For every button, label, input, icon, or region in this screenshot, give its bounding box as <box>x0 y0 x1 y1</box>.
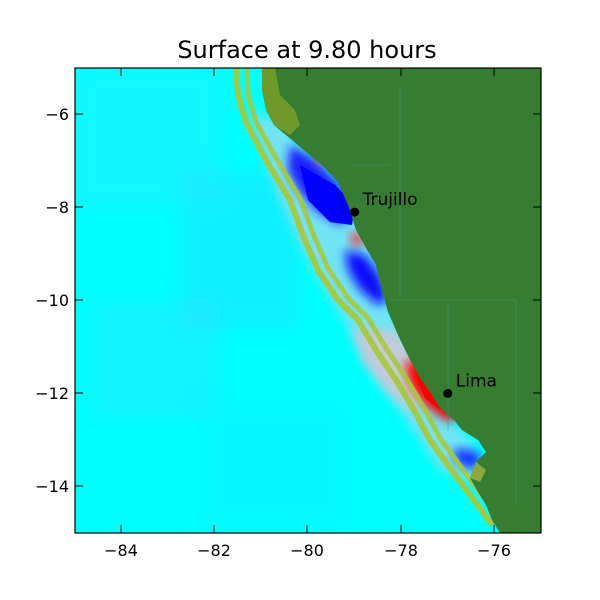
y-tick-label: −12 <box>35 384 69 403</box>
trough-central <box>345 250 388 305</box>
city-label-lima: Lima <box>456 372 497 392</box>
trough-north-core <box>300 165 355 225</box>
shelf-contour-inner <box>244 68 504 524</box>
y-tick-label: −6 <box>45 105 69 124</box>
shelf-contour-outer <box>233 68 495 527</box>
land-coastal-edge-north <box>262 68 300 135</box>
y-tick-label: −8 <box>45 198 69 217</box>
city-label-trujillo: Trujillo <box>362 190 418 210</box>
ocean-shade-s <box>200 400 350 530</box>
y-tick-label: −10 <box>35 291 69 310</box>
city-marker-trujillo <box>350 207 360 217</box>
land-peru <box>262 68 541 533</box>
x-tick-label: −78 <box>384 541 418 560</box>
x-tick-label: −84 <box>104 541 138 560</box>
plot-title: Surface at 9.80 hours <box>177 36 436 64</box>
ocean-shade-sw <box>90 300 220 420</box>
y-tick-label: −14 <box>35 477 69 496</box>
city-marker-lima <box>443 389 453 398</box>
x-ticks <box>120 68 495 533</box>
land-coastal-edge-south <box>470 462 486 482</box>
y-ticks <box>75 113 541 487</box>
x-tick-label: −82 <box>197 541 231 560</box>
trough-south <box>455 448 482 468</box>
land-subregion-lines <box>350 85 517 505</box>
x-tick-label: −76 <box>477 541 511 560</box>
x-tick-label: −80 <box>290 541 324 560</box>
map-area <box>75 68 541 533</box>
